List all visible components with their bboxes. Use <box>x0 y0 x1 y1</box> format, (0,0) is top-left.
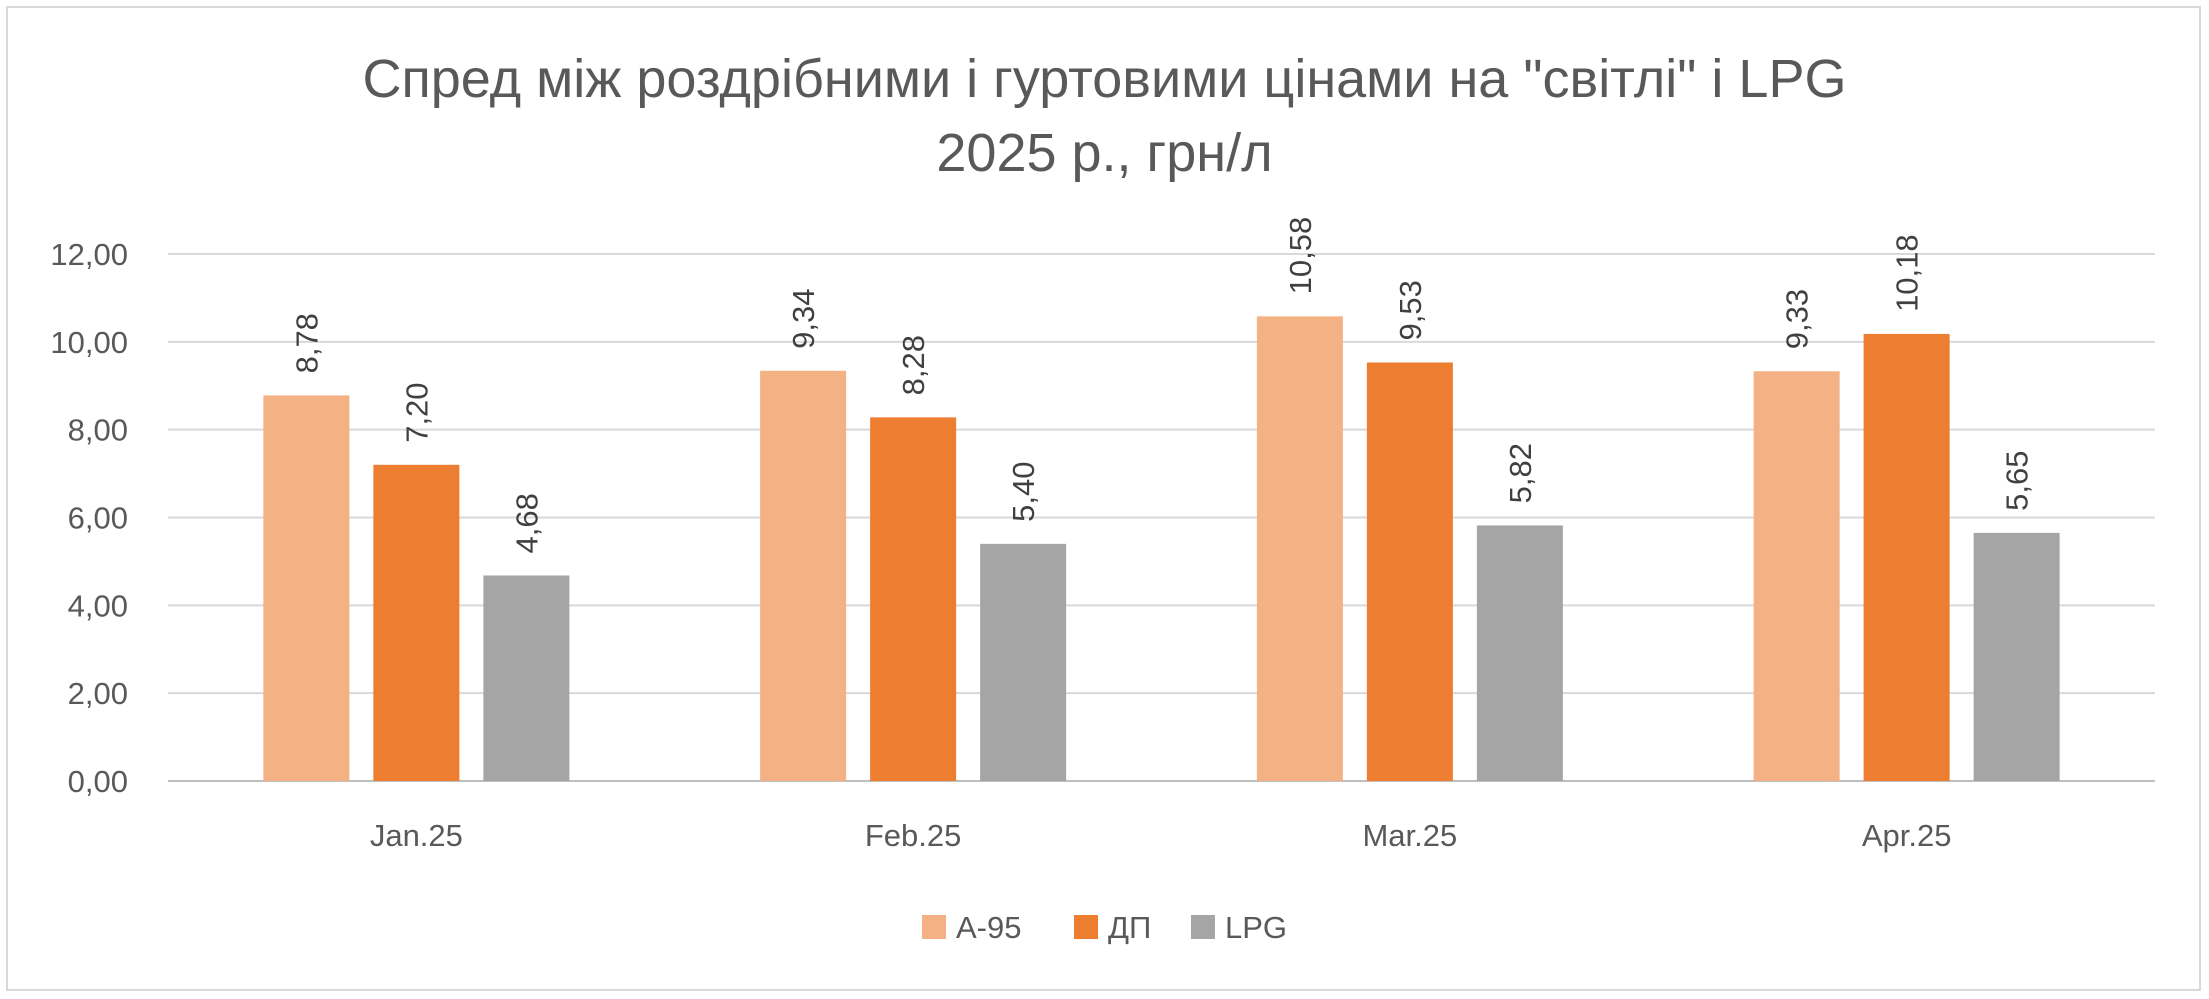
legend-swatch <box>1191 915 1215 939</box>
y-axis: 0,00 2,00 4,00 6,00 8,00 10,00 12,00 <box>50 237 128 799</box>
bar <box>483 575 570 781</box>
bar <box>1366 362 1453 781</box>
legend-label: А-95 <box>956 910 1021 945</box>
data-label: 5,65 <box>2000 451 2035 511</box>
y-tick-label: 6,00 <box>68 501 128 536</box>
x-tick-label: Mar.25 <box>1362 818 1457 853</box>
chart-title: Спред між роздрібними і гуртовими цінами… <box>362 49 1847 109</box>
chart-subtitle: 2025 р., грн/л <box>936 123 1273 183</box>
bar <box>1256 316 1343 781</box>
y-tick-label: 12,00 <box>50 237 128 272</box>
y-tick-label: 8,00 <box>68 413 128 448</box>
data-label: 7,20 <box>399 382 434 442</box>
bar <box>870 417 957 781</box>
x-axis: Jan.25 Feb.25 Mar.25 Apr.25 <box>370 818 1952 853</box>
x-tick-label: Feb.25 <box>865 818 962 853</box>
chart-title-block: Спред між роздрібними і гуртовими цінами… <box>0 42 2209 190</box>
y-tick-label: 4,00 <box>68 588 128 623</box>
bar <box>760 370 847 781</box>
y-tick-label: 2,00 <box>68 676 128 711</box>
legend: А-95 ДП LPG <box>922 910 1287 945</box>
data-label: 5,40 <box>1006 462 1041 522</box>
bar <box>980 543 1067 781</box>
legend-swatch <box>922 915 946 939</box>
data-label: 8,78 <box>289 313 324 373</box>
x-tick-label: Jan.25 <box>370 818 463 853</box>
bar <box>373 464 460 781</box>
data-label: 10,18 <box>1890 234 1925 312</box>
y-tick-label: 0,00 <box>68 764 128 799</box>
bar <box>1753 371 1840 781</box>
bar <box>1863 333 1950 781</box>
data-label: 8,28 <box>896 335 931 395</box>
data-label: 9,34 <box>786 288 821 348</box>
bar <box>1476 525 1563 781</box>
data-label: 4,68 <box>509 493 544 553</box>
data-label: 10,58 <box>1283 217 1318 295</box>
x-tick-label: Apr.25 <box>1862 818 1952 853</box>
data-labels: 8,78 7,20 4,68 9,34 8,28 5,40 10,58 9,53 5,82 9,3… <box>289 217 2034 554</box>
bars <box>263 316 2060 781</box>
bar <box>1973 532 2060 781</box>
legend-label: LPG <box>1225 910 1287 945</box>
gridlines <box>168 253 2155 782</box>
data-label: 9,33 <box>1780 289 1815 349</box>
data-label: 5,82 <box>1503 443 1538 503</box>
y-tick-label: 10,00 <box>50 325 128 360</box>
data-label: 9,53 <box>1393 280 1428 340</box>
legend-label: ДП <box>1108 910 1151 945</box>
bar <box>263 395 350 781</box>
legend-swatch <box>1074 915 1098 939</box>
